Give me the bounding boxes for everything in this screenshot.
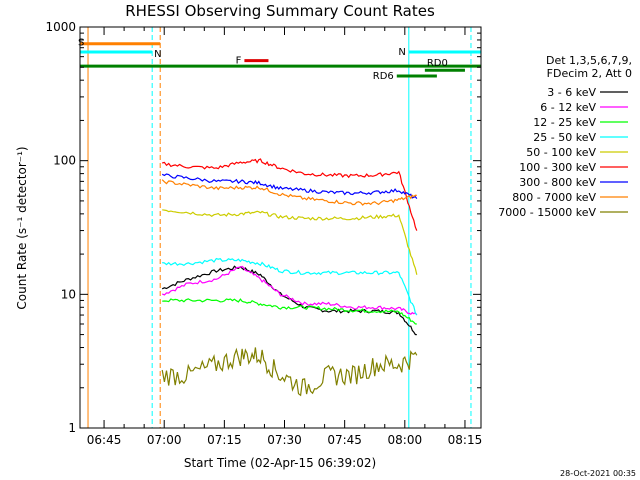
chart-title: RHESSI Observing Summary Count Rates bbox=[125, 2, 435, 20]
flag-label-0: S bbox=[78, 38, 84, 49]
x-tick-label-2: 07:15 bbox=[207, 433, 242, 447]
series-line-3 bbox=[162, 257, 418, 316]
legend-label-2: 12 - 25 keV bbox=[533, 116, 596, 129]
plot-frame bbox=[79, 26, 482, 429]
flag-label-2: N bbox=[398, 47, 405, 58]
series-line-1 bbox=[161, 265, 418, 316]
flag-label-4: F bbox=[236, 56, 242, 67]
y-axis-label: Count Rate (s⁻¹ detector⁻¹) bbox=[15, 146, 29, 309]
timestamp: 28-Oct-2021 00:35 bbox=[560, 469, 636, 478]
series-line-5 bbox=[162, 158, 418, 231]
axes: 1 10 100 1000 06:45 07:00 07:15 07:30 07:45 08:00… bbox=[45, 20, 482, 447]
plot-area: S N N F RD0 RD6 bbox=[78, 27, 481, 428]
x-tick-label-0: 06:45 bbox=[87, 433, 122, 447]
y-tick-label-2: 100 bbox=[53, 154, 76, 168]
x-tick-label-3: 07:30 bbox=[267, 433, 302, 447]
legend-label-7: 800 - 7000 keV bbox=[512, 191, 596, 204]
legend: Det 1,3,5,6,7,9,FDecim 2, Att 0 3 - 6 keV… bbox=[498, 54, 632, 219]
series-line-8 bbox=[161, 347, 418, 397]
legend-label-5: 100 - 300 keV bbox=[519, 161, 596, 174]
flag-label-5: RD0 bbox=[427, 58, 448, 69]
y-tick-label-3: 1000 bbox=[45, 20, 76, 34]
x-tick-label-5: 08:00 bbox=[388, 433, 423, 447]
flag-label-6: RD6 bbox=[373, 71, 394, 82]
series-line-6 bbox=[161, 173, 418, 199]
legend-header-0: Det 1,3,5,6,7,9, bbox=[546, 54, 632, 67]
flag-label-1: N bbox=[154, 49, 161, 60]
y-tick-label-0: 1 bbox=[68, 421, 76, 435]
legend-label-6: 300 - 800 keV bbox=[519, 176, 596, 189]
series-line-2 bbox=[162, 298, 417, 325]
legend-label-8: 7000 - 15000 keV bbox=[498, 206, 596, 219]
legend-label-3: 25 - 50 keV bbox=[533, 131, 596, 144]
x-axis-label: Start Time (02-Apr-15 06:39:02) bbox=[184, 456, 376, 470]
legend-header-1: FDecim 2, Att 0 bbox=[547, 67, 632, 80]
series-line-7 bbox=[161, 179, 417, 206]
series-line-4 bbox=[162, 209, 418, 275]
y-tick-label-1: 10 bbox=[61, 287, 76, 301]
x-tick-label-4: 07:45 bbox=[327, 433, 362, 447]
x-tick-label-6: 08:15 bbox=[448, 433, 483, 447]
legend-label-4: 50 - 100 keV bbox=[526, 146, 596, 159]
legend-label-1: 6 - 12 keV bbox=[540, 101, 596, 114]
legend-label-0: 3 - 6 keV bbox=[547, 86, 596, 99]
x-tick-label-1: 07:00 bbox=[147, 433, 182, 447]
